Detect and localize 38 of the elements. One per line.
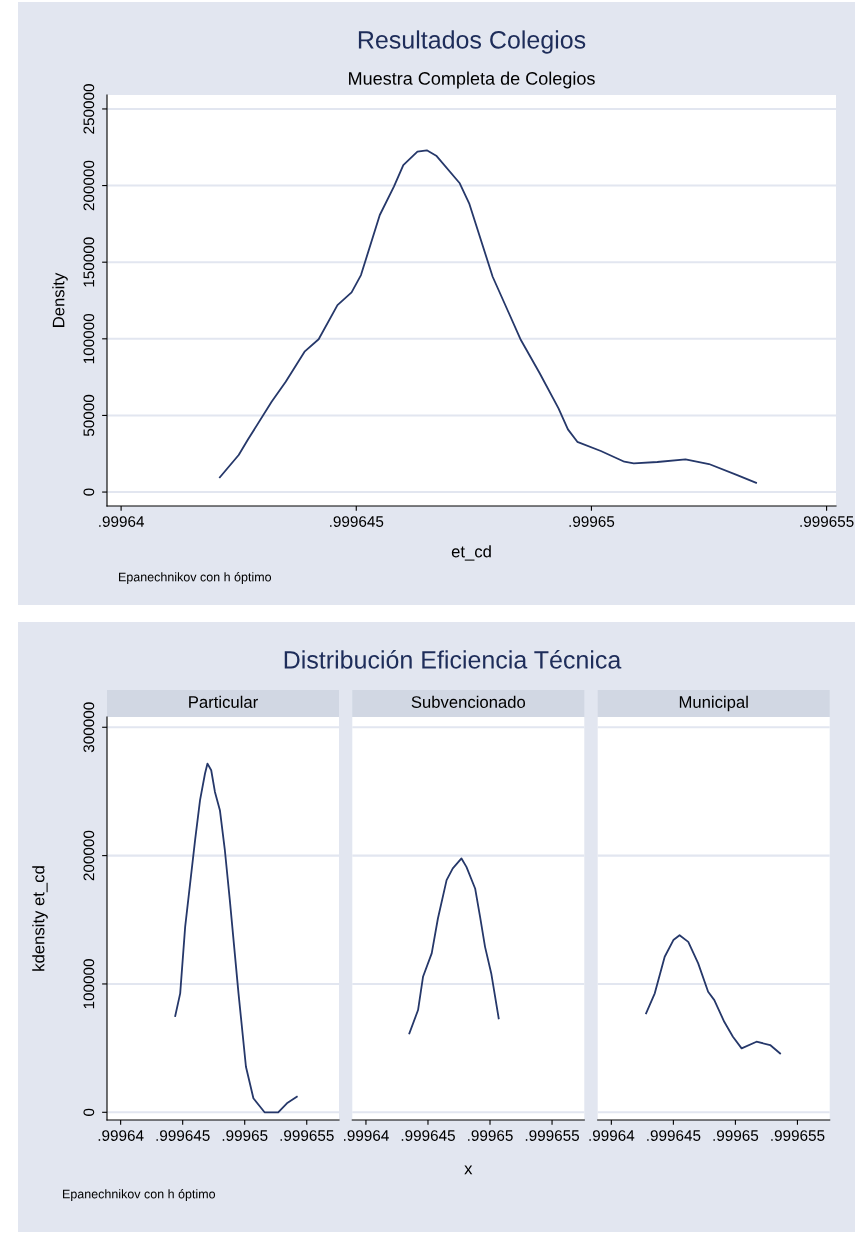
x-axis-title: x [464,1165,473,1175]
y-tick-label: 100000 [83,959,95,1009]
x-tick-label: .99964 [343,1130,389,1141]
x-tick-label: .99965 [569,516,615,527]
chart-subtitle: Particular [189,695,258,708]
y-tick-label: 300000 [83,702,95,753]
y-tick-label: 50000 [83,394,95,437]
x-tick-label: .999645 [156,1130,210,1141]
text: Epanechnikov con h óptimo [63,1189,216,1201]
x-axis-title: et_cd [451,545,491,561]
y-tick-label: 250000 [83,84,95,134]
x-tick-label: .99965 [222,1130,268,1141]
x-tick-label: .99964 [99,516,145,527]
y-tick-label: 150000 [83,237,95,287]
x-tick-label: .999645 [330,516,384,527]
y-axis-title: kdensity et_cd [32,866,48,971]
chart-subtitle: Subvencionado [411,695,526,708]
x-tick-label: .99964 [589,1130,635,1141]
y-tick-label: 200000 [83,830,95,881]
x-tick-label: .999655 [280,1130,334,1141]
y-axis-title: Density [52,272,68,327]
text: Epanechnikov con h óptimo [119,572,272,584]
x-tick-label: .99964 [98,1130,144,1141]
x-tick-label: .999655 [525,1130,580,1141]
y-tick-label: 200000 [83,160,95,211]
chart-title: Resultados Colegios [358,30,586,54]
y-tick-label: 100000 [83,313,95,364]
x-tick-label: .99965 [468,1130,513,1141]
x-tick-label: .999655 [771,1130,825,1141]
x-tick-label: .99965 [713,1130,759,1141]
y-tick-label: 0 [83,488,95,496]
chart-subtitle: Muestra Completa de Colegios [349,71,595,89]
x-tick-label: .999655 [800,516,854,527]
x-tick-label: .999645 [401,1130,455,1141]
y-tick-label: 0 [83,1108,95,1116]
x-tick-label: .999645 [647,1130,701,1141]
chart-subtitle: Municipal [679,695,748,712]
text: Distribución Eficiencia Técnica [284,650,622,669]
